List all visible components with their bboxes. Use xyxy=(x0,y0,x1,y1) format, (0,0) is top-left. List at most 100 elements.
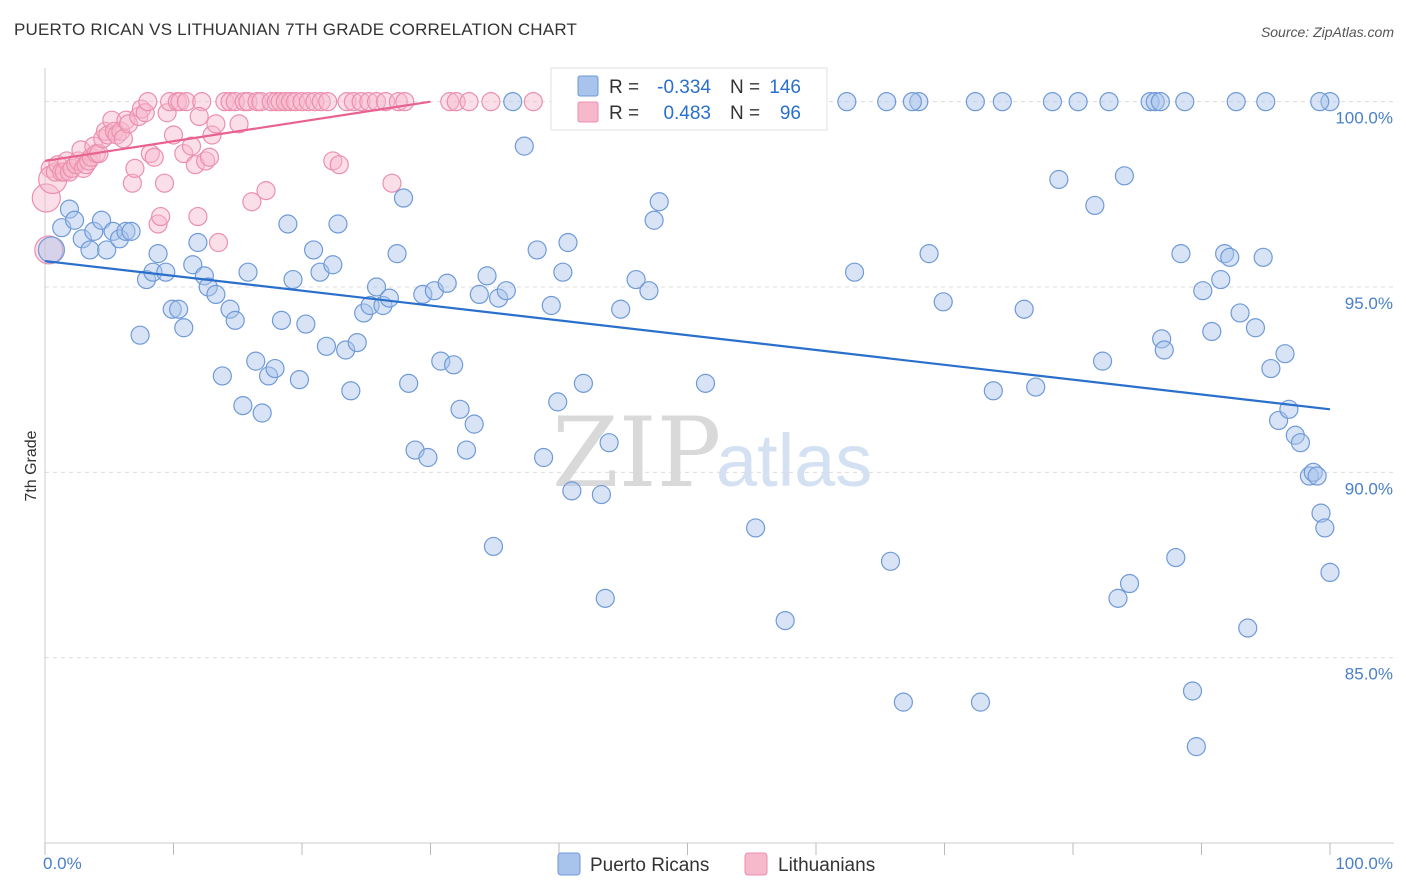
puerto-rican-point xyxy=(553,262,573,282)
puerto-rican-point xyxy=(1092,351,1113,371)
puerto-rican-point xyxy=(174,318,194,338)
puerto-rican-point xyxy=(136,269,157,290)
lithuanian-point xyxy=(170,92,190,112)
puerto-rican-point xyxy=(258,366,279,386)
puerto-rican-point xyxy=(37,236,66,264)
puerto-rican-point xyxy=(1245,318,1266,338)
lithuanian-point xyxy=(174,143,194,164)
puerto-rican-point xyxy=(328,214,348,234)
puerto-rican-point xyxy=(109,229,130,249)
lithuanian-point xyxy=(192,92,212,112)
puerto-rican-point xyxy=(399,373,419,393)
puerto-rican-point xyxy=(902,92,922,112)
stats-n-label-blue: N = xyxy=(730,77,760,98)
lithuanian-point xyxy=(382,173,402,193)
lithuanian-point xyxy=(125,158,145,178)
puerto-rican-point xyxy=(1226,92,1246,112)
puerto-rican-point xyxy=(483,536,504,557)
puerto-rican-point xyxy=(983,381,1003,401)
puerto-rican-point xyxy=(233,396,253,416)
puerto-rican-point xyxy=(169,299,189,319)
x-tick-label: 100.0% xyxy=(1335,854,1393,873)
puerto-rican-point xyxy=(1140,92,1160,112)
puerto-rican-point xyxy=(413,284,433,305)
stats-r-value-pink: 0.483 xyxy=(663,103,711,124)
lithuanian-point xyxy=(275,92,295,112)
lithuanian-point xyxy=(229,114,249,134)
puerto-rican-point xyxy=(59,199,80,219)
puerto-rican-point xyxy=(212,366,232,386)
puerto-rican-point xyxy=(148,244,168,264)
puerto-rican-point xyxy=(283,269,303,290)
lithuanian-point xyxy=(395,92,415,112)
puerto-rican-point xyxy=(933,292,953,312)
legend-swatch-lithuanians xyxy=(744,852,768,876)
stats-r-value-blue: -0.334 xyxy=(657,77,711,98)
puerto-rican-point xyxy=(1275,344,1295,364)
lithuanian-point xyxy=(135,103,155,123)
puerto-rican-point xyxy=(1315,518,1335,538)
puerto-rican-point xyxy=(599,433,619,453)
puerto-rican-point xyxy=(198,277,218,297)
stats-r-label-pink: R = xyxy=(609,103,639,124)
puerto-rican-point xyxy=(206,284,226,305)
puerto-rican-point xyxy=(1256,92,1276,112)
lithuanian-point xyxy=(122,173,142,193)
puerto-rican-point xyxy=(1175,92,1195,112)
puerto-rican-point xyxy=(1290,433,1311,453)
y-tick-label: 95.0% xyxy=(1345,294,1393,313)
x-tick-label: 0.0% xyxy=(43,854,82,873)
puerto-rican-point xyxy=(97,240,117,260)
puerto-rican-point xyxy=(837,92,857,112)
puerto-rican-point xyxy=(562,481,582,501)
series-legend: Puerto Ricans Lithuanians xyxy=(557,852,875,876)
puerto-rican-point xyxy=(1211,269,1231,290)
y-axis-title: 7th Grade xyxy=(23,430,40,501)
puerto-rican-point xyxy=(775,610,795,631)
puerto-rican-point xyxy=(1068,92,1088,112)
puerto-rican-point xyxy=(444,355,464,375)
puerto-rican-point xyxy=(1085,195,1105,216)
lithuanian-point xyxy=(256,181,276,201)
puerto-rican-point xyxy=(1303,462,1323,482)
puerto-rican-point xyxy=(1014,299,1034,319)
legend-swatch-puerto-ricans xyxy=(557,852,581,876)
y-tick-label: 90.0% xyxy=(1345,479,1393,498)
puerto-rican-point xyxy=(1215,244,1235,264)
lithuanian-point xyxy=(188,206,208,227)
puerto-rican-point xyxy=(323,255,343,275)
puerto-rican-point xyxy=(1311,503,1331,523)
watermark-atlas: atlas xyxy=(716,419,872,502)
puerto-rican-point xyxy=(970,692,991,712)
puerto-rican-point xyxy=(1202,321,1222,342)
puerto-rican-point xyxy=(1299,466,1320,486)
lithuanian-point xyxy=(34,235,64,265)
puerto-rican-point xyxy=(289,370,310,390)
puerto-rican-point xyxy=(220,299,240,319)
stats-n-value-blue: 146 xyxy=(769,77,801,98)
lithuanian-point xyxy=(215,92,235,112)
puerto-rican-point xyxy=(341,381,361,401)
puerto-rican-point xyxy=(591,484,612,505)
puerto-rican-point xyxy=(336,340,356,360)
puerto-rican-point xyxy=(919,244,939,264)
puerto-rican-point xyxy=(116,221,136,241)
puerto-ricans-trend-line xyxy=(44,259,1331,411)
puerto-rican-point xyxy=(1182,681,1203,701)
puerto-rican-point xyxy=(80,240,100,260)
stats-r-label-blue: R = xyxy=(609,77,639,98)
lithuanian-point xyxy=(181,136,202,156)
trend-lines xyxy=(44,100,1331,411)
puerto-rican-point xyxy=(450,399,470,419)
lithuanian-point xyxy=(31,183,61,213)
lithuanian-point xyxy=(337,92,357,112)
puerto-rican-point xyxy=(558,232,578,253)
puerto-rican-point xyxy=(595,588,615,608)
puerto-rican-point xyxy=(252,403,272,423)
puerto-rican-point xyxy=(626,269,646,290)
lithuanian-point xyxy=(160,92,180,112)
stats-legend: R = -0.334 N = 146 R = 0.483 N = 96 xyxy=(550,67,828,131)
lithuanian-point xyxy=(329,155,349,175)
puerto-rican-point xyxy=(271,310,292,330)
puerto-rican-point xyxy=(1042,92,1063,112)
